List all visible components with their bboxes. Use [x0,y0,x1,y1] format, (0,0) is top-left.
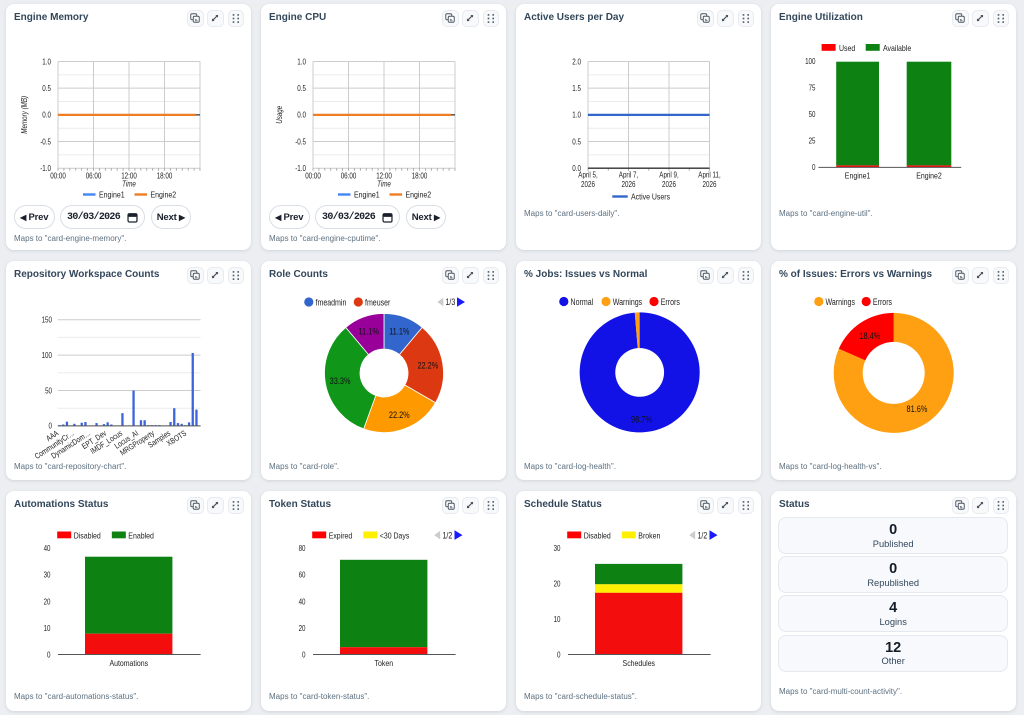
svg-text:Available: Available [883,43,911,53]
svg-text:00:00: 00:00 [50,172,66,181]
svg-text:0: 0 [302,650,306,659]
svg-text:0: 0 [47,650,51,659]
svg-text:0: 0 [812,163,816,172]
svg-text:2026: 2026 [622,180,636,189]
svg-text:75: 75 [809,84,816,93]
svg-text:Errors: Errors [873,297,893,307]
svg-text:1.5: 1.5 [572,84,581,93]
svg-text:0.5: 0.5 [572,137,581,146]
svg-text:25: 25 [809,137,816,146]
svg-text:12:00: 12:00 [121,172,137,181]
svg-text:Active Users: Active Users [631,192,670,202]
svg-text:Time: Time [122,180,136,189]
svg-text:0: 0 [49,422,53,431]
svg-text:Usage: Usage [275,105,284,124]
svg-text:0.5: 0.5 [42,84,51,93]
svg-text:22.2%: 22.2% [389,410,410,420]
svg-text:2026: 2026 [581,180,595,189]
svg-text:Enabled: Enabled [128,530,154,540]
svg-text:Engine1: Engine1 [99,190,125,200]
svg-text:<30 Days: <30 Days [380,530,410,540]
svg-text:Disabled: Disabled [74,530,101,540]
svg-text:April 5,: April 5, [578,171,597,180]
svg-text:Warnings: Warnings [826,297,856,307]
svg-text:81.6%: 81.6% [907,404,928,414]
svg-text:0.0: 0.0 [572,164,581,173]
svg-text:April 11,: April 11, [698,171,720,180]
svg-text:Schedules: Schedules [623,658,656,668]
svg-text:40: 40 [44,544,51,553]
svg-text:50: 50 [45,386,52,395]
svg-text:2026: 2026 [662,180,676,189]
svg-text:30: 30 [44,571,51,580]
svg-text:11.1%: 11.1% [359,326,379,336]
svg-text:10: 10 [554,615,561,624]
svg-text:2026: 2026 [703,180,717,189]
svg-text:Engine2: Engine2 [151,190,177,200]
svg-text:2.0: 2.0 [572,57,581,66]
svg-text:10: 10 [44,624,51,633]
svg-text:Token: Token [375,658,394,668]
svg-text:Time: Time [377,180,391,189]
svg-text:06:00: 06:00 [86,172,102,181]
svg-text:-1.0: -1.0 [295,164,306,173]
svg-text:Memory (MB): Memory (MB) [20,96,29,134]
svg-text:Automations: Automations [109,658,148,668]
svg-text:18.4%: 18.4% [859,331,880,341]
svg-text:12:00: 12:00 [376,172,392,181]
svg-text:50: 50 [809,110,816,119]
svg-text:100: 100 [42,351,53,360]
svg-text:18:00: 18:00 [412,172,428,181]
svg-text:0.5: 0.5 [297,84,306,93]
svg-text:April 9,: April 9, [659,171,678,180]
svg-text:-0.5: -0.5 [295,137,306,146]
svg-text:80: 80 [299,544,306,553]
svg-text:Expired: Expired [329,530,353,540]
svg-text:Normal: Normal [571,297,594,307]
svg-text:Broken: Broken [638,530,660,540]
svg-text:06:00: 06:00 [341,172,357,181]
svg-text:1/2: 1/2 [443,530,453,540]
svg-text:Engine2: Engine2 [406,190,432,200]
svg-text:fmeadmin: fmeadmin [316,297,347,307]
svg-text:1.0: 1.0 [42,57,51,66]
svg-text:20: 20 [554,580,561,589]
svg-text:18:00: 18:00 [157,172,173,181]
svg-text:Used: Used [839,43,856,53]
svg-text:Engine2: Engine2 [916,171,942,181]
svg-text:-0.5: -0.5 [40,137,51,146]
svg-text:60: 60 [299,571,306,580]
svg-text:Disabled: Disabled [584,530,611,540]
svg-text:150: 150 [42,316,53,325]
svg-text:0.0: 0.0 [42,111,51,120]
svg-text:40: 40 [299,597,306,606]
svg-text:-1.0: -1.0 [40,164,51,173]
svg-text:11.1%: 11.1% [389,326,409,336]
svg-text:fmeuser: fmeuser [365,297,390,307]
svg-text:22.2%: 22.2% [417,361,438,371]
svg-text:1/3: 1/3 [446,297,456,307]
svg-text:1.0: 1.0 [297,57,306,66]
svg-text:Warnings: Warnings [613,297,643,307]
svg-text:30: 30 [554,544,561,553]
svg-text:1/2: 1/2 [698,530,708,540]
svg-text:00:00: 00:00 [305,172,321,181]
svg-text:Engine1: Engine1 [845,171,871,181]
svg-text:20: 20 [44,597,51,606]
svg-text:33.3%: 33.3% [330,376,351,386]
svg-text:98.7%: 98.7% [631,415,652,425]
svg-text:0: 0 [557,650,561,659]
svg-text:Engine1: Engine1 [354,190,380,200]
svg-text:Errors: Errors [661,297,681,307]
svg-text:20: 20 [299,624,306,633]
svg-text:100: 100 [805,57,816,66]
svg-text:0.0: 0.0 [297,111,306,120]
svg-text:April 7,: April 7, [619,171,638,180]
svg-text:1.0: 1.0 [572,111,581,120]
